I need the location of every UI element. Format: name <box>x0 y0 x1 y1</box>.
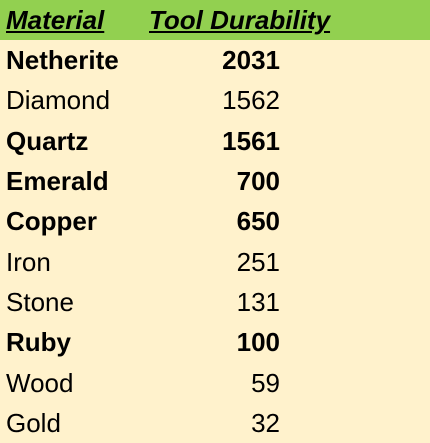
durability-cell: 59 <box>251 368 280 398</box>
durability-cell: 650 <box>236 206 280 236</box>
table-row: Copper 650 <box>0 201 430 241</box>
material-cell: Diamond <box>6 85 111 115</box>
table-row: Diamond 1562 <box>0 80 430 120</box>
durability-cell: 100 <box>236 327 280 357</box>
table-row: Gold 32 <box>0 403 430 443</box>
table-row: Wood 59 <box>0 363 430 403</box>
durability-cell: 700 <box>236 166 280 196</box>
durability-cell: 1561 <box>222 126 280 156</box>
durability-cell: 1562 <box>222 85 280 115</box>
durability-cell: 131 <box>236 287 280 317</box>
material-cell: Gold <box>6 408 61 438</box>
material-cell: Stone <box>6 287 74 317</box>
table-row: Stone 131 <box>0 282 430 322</box>
table-row: Netherite 2031 <box>0 40 430 80</box>
material-cell: Copper <box>6 206 97 236</box>
table-header: Material Tool Durability <box>0 0 430 40</box>
header-tool-durability: Tool Durability <box>149 5 331 35</box>
material-cell: Ruby <box>6 327 71 357</box>
material-cell: Emerald <box>6 166 109 196</box>
material-cell: Wood <box>6 368 74 398</box>
material-cell: Quartz <box>6 126 89 156</box>
durability-cell: 32 <box>251 408 280 438</box>
table-row: Quartz 1561 <box>0 121 430 161</box>
header-material: Material <box>6 5 105 35</box>
table-row: Emerald 700 <box>0 161 430 201</box>
material-cell: Iron <box>6 247 51 277</box>
durability-cell: 251 <box>236 247 280 277</box>
table-row: Iron 251 <box>0 242 430 282</box>
material-cell: Netherite <box>6 45 119 75</box>
durability-cell: 2031 <box>222 45 280 75</box>
table-row: Ruby 100 <box>0 322 430 362</box>
